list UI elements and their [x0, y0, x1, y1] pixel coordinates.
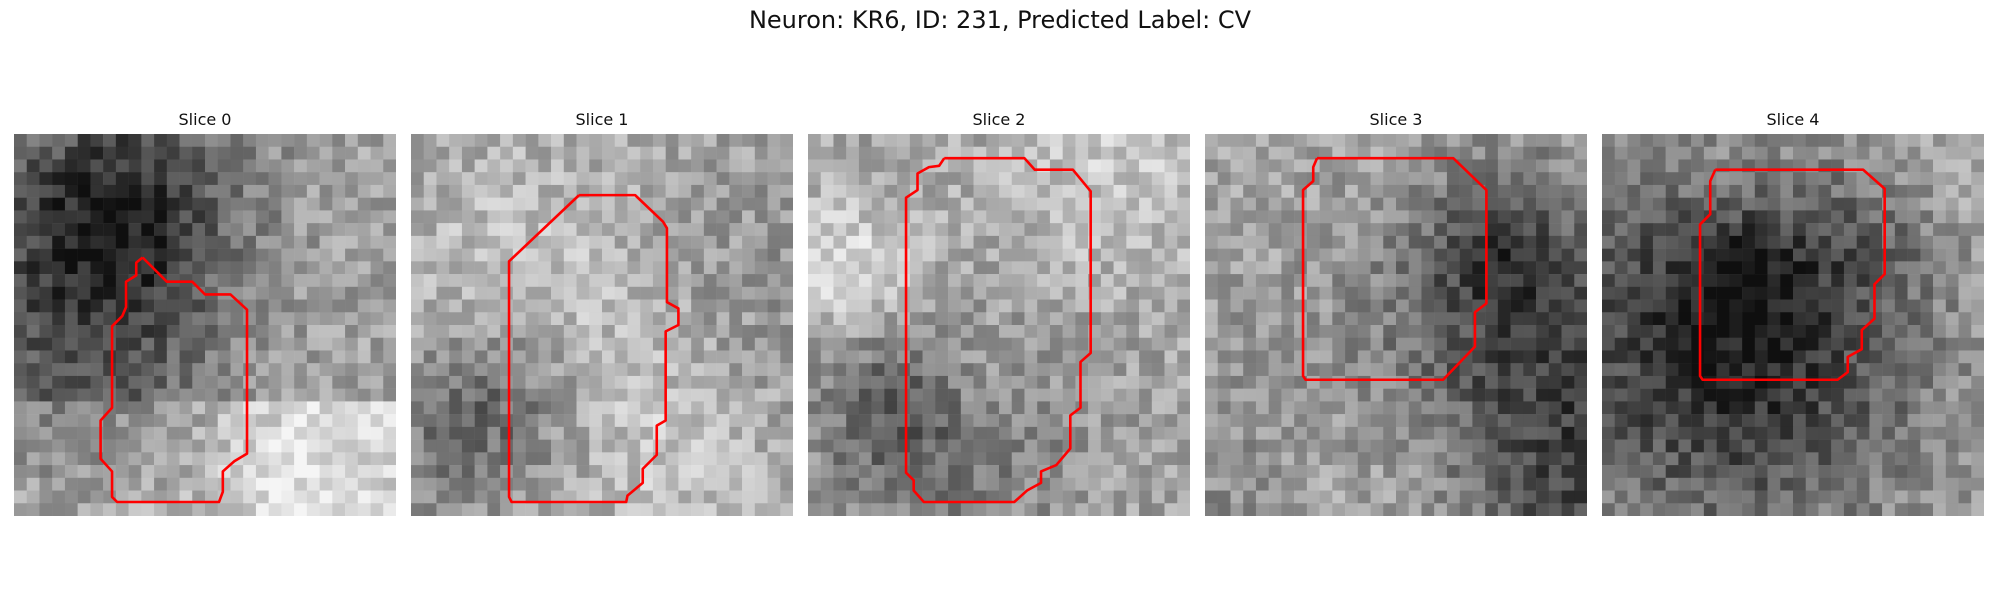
- slice-title: Slice 2: [972, 110, 1026, 129]
- slice-title: Slice 3: [1369, 110, 1423, 129]
- pixel-grid: [1602, 134, 1984, 516]
- cell-outline: [906, 158, 1091, 502]
- slice-panel-1: Slice 1: [411, 110, 793, 516]
- pixel-grid: [411, 134, 793, 516]
- pixel-grid: [1205, 134, 1587, 516]
- pixel-grid: [808, 134, 1190, 516]
- slice-title: Slice 1: [575, 110, 629, 129]
- slice-image-4: [1602, 134, 1984, 516]
- slice-title: Slice 4: [1766, 110, 1820, 129]
- pixel-grid: [14, 134, 396, 516]
- slice-title: Slice 0: [178, 110, 232, 129]
- cell-outline: [509, 195, 678, 502]
- slice-panel-3: Slice 3: [1205, 110, 1587, 516]
- cell-outline: [101, 258, 247, 502]
- slice-image-0: [14, 134, 396, 516]
- slice-image-1: [411, 134, 793, 516]
- figure-title: Neuron: KR6, ID: 231, Predicted Label: C…: [748, 6, 1252, 34]
- slice-panel-0: Slice 0: [14, 110, 396, 516]
- slice-image-2: [808, 134, 1190, 516]
- slice-panel-2: Slice 2: [808, 110, 1190, 516]
- cell-outline: [1303, 158, 1486, 380]
- slice-panel-4: Slice 4: [1602, 110, 1984, 516]
- cell-outline: [1700, 170, 1885, 380]
- slice-image-3: [1205, 134, 1587, 516]
